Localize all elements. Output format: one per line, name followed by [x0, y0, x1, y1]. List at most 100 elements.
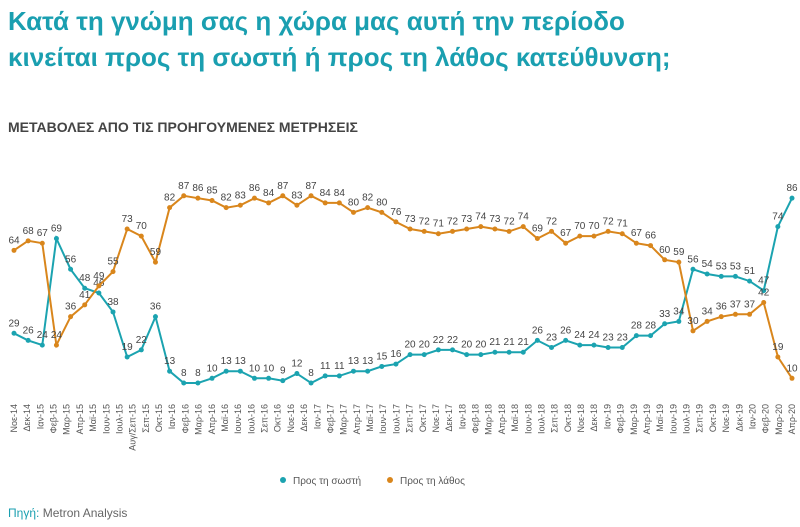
data-label: 69 — [51, 223, 63, 234]
x-tick-label: Μαρ-20 — [774, 404, 784, 435]
point — [619, 344, 625, 350]
point — [25, 238, 31, 244]
point — [266, 200, 272, 206]
point — [690, 328, 696, 334]
point — [96, 283, 102, 289]
x-tick-label: Φεβ-16 — [180, 404, 190, 433]
data-label: 24 — [51, 330, 63, 341]
data-label: 21 — [518, 337, 530, 348]
point — [577, 342, 583, 348]
x-tick-label: Φεβ-19 — [616, 404, 626, 433]
point — [110, 309, 116, 315]
x-tick-label: Μαρ-18 — [484, 404, 494, 435]
x-tick-label: Ιαν-15 — [35, 404, 45, 429]
data-label: 80 — [348, 197, 360, 208]
point — [138, 233, 144, 239]
point — [11, 247, 17, 253]
point — [350, 209, 356, 215]
x-tick-label: Δεκ-16 — [299, 404, 309, 432]
data-label: 29 — [8, 318, 20, 329]
data-label: 73 — [122, 214, 134, 225]
data-label: 49 — [93, 271, 105, 282]
data-label: 56 — [687, 254, 699, 265]
data-label: 13 — [348, 356, 360, 367]
data-label: 19 — [772, 342, 784, 353]
source-text: Metron Analysis — [43, 506, 128, 520]
data-label: 80 — [376, 197, 388, 208]
x-tick-label: Σεπ-19 — [695, 404, 705, 433]
point — [195, 195, 201, 201]
data-label: 70 — [136, 221, 148, 232]
chart-title: κινείται προς τη σωστή ή προς τη λάθος κ… — [8, 42, 671, 72]
x-tick-label: Ιουν-15 — [101, 404, 111, 434]
data-label: 73 — [461, 214, 473, 225]
x-tick-label: Μαρ-16 — [194, 404, 204, 435]
data-label: 47 — [758, 276, 770, 287]
data-label: 38 — [107, 297, 119, 308]
x-tick-label: Φεβ-17 — [325, 404, 335, 433]
data-label: 13 — [362, 356, 374, 367]
x-tick-label: Οκτ-19 — [708, 404, 718, 432]
x-tick-label: Ιουν-18 — [523, 404, 533, 434]
point — [167, 205, 173, 211]
point — [690, 266, 696, 272]
point — [251, 195, 257, 201]
point — [563, 337, 569, 343]
legend-marker — [280, 477, 286, 483]
data-label: 86 — [192, 183, 204, 194]
x-tick-label: Ιαν-17 — [312, 404, 322, 429]
point — [53, 342, 59, 348]
x-tick-label: Ιαν-20 — [747, 404, 757, 429]
source-prefix: Πηγή: — [8, 506, 39, 520]
data-label: 74 — [518, 212, 530, 223]
point — [308, 193, 314, 199]
data-label: 73 — [489, 214, 501, 225]
point — [605, 228, 611, 234]
point — [322, 373, 328, 379]
legend-marker — [387, 477, 393, 483]
data-label: 70 — [588, 221, 600, 232]
point — [520, 349, 526, 355]
point — [138, 347, 144, 353]
data-label: 22 — [136, 335, 148, 346]
point — [39, 240, 45, 246]
data-label: 8 — [308, 368, 314, 379]
data-label: 9 — [280, 366, 286, 377]
x-tick-label: Σεπ-17 — [405, 404, 415, 433]
data-label: 87 — [178, 181, 190, 192]
x-tick-label: Ιουν-19 — [668, 404, 678, 434]
data-label: 37 — [730, 299, 742, 310]
data-label: 85 — [206, 186, 218, 197]
point — [676, 318, 682, 324]
point — [53, 235, 59, 241]
data-label: 59 — [673, 247, 685, 258]
point — [633, 333, 639, 339]
data-label: 87 — [305, 181, 317, 192]
data-label: 67 — [37, 228, 49, 239]
data-label: 36 — [716, 302, 728, 313]
point — [506, 228, 512, 234]
source: Πηγή: Metron Analysis — [8, 506, 127, 520]
data-label: 83 — [235, 190, 247, 201]
data-label: 13 — [164, 356, 176, 367]
data-label: 84 — [334, 188, 346, 199]
x-tick-label: Ιουλ-19 — [682, 404, 692, 434]
point — [761, 288, 767, 294]
data-label: 72 — [603, 216, 615, 227]
data-label: 64 — [8, 235, 20, 246]
data-label: 76 — [390, 207, 402, 218]
point — [732, 273, 738, 279]
data-label: 15 — [376, 351, 388, 362]
point — [251, 375, 257, 381]
point — [237, 368, 243, 374]
data-label: 67 — [631, 228, 643, 239]
data-label: 86 — [249, 183, 261, 194]
point — [421, 352, 427, 358]
x-tick-label: Ιουν-16 — [233, 404, 243, 434]
point — [421, 228, 427, 234]
data-label: 67 — [560, 228, 572, 239]
point — [591, 342, 597, 348]
x-tick-label: Απρ-15 — [75, 404, 85, 434]
data-label: 16 — [390, 349, 402, 360]
data-label: 59 — [150, 247, 162, 258]
